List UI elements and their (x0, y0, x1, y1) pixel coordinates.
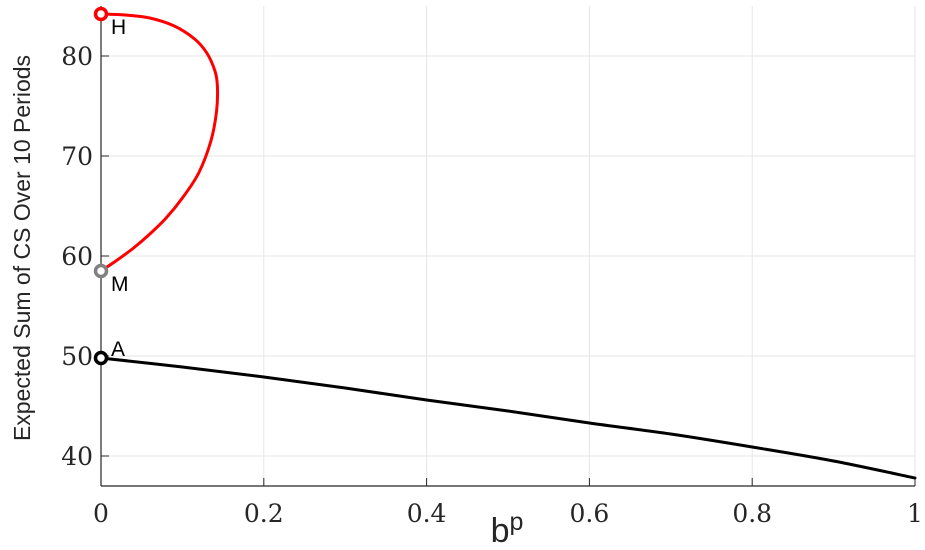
x-tick-label: 1 (907, 499, 923, 528)
point-m-label: M (111, 273, 129, 296)
x-axis-label-superscript: p (510, 508, 524, 536)
y-tick-label: 60 (61, 242, 93, 271)
x-tick-label: 0.8 (732, 499, 772, 528)
point-h-label: H (111, 16, 126, 39)
x-tick-label: 0.6 (570, 499, 610, 528)
axes (100, 6, 916, 487)
x-tick-label: 0 (93, 499, 109, 528)
series-line-2 (99, 356, 917, 480)
y-tick-label: 50 (61, 342, 93, 371)
y-axis-label: Expected Sum of CS Over 10 Periods (9, 55, 35, 441)
point-a-label: A (111, 338, 125, 361)
x-axis-label-base: b (491, 512, 510, 550)
x-tick-label: 0.2 (244, 499, 284, 528)
point-a-marker (93, 350, 109, 366)
point-m-marker (93, 263, 109, 279)
y-tick-label: 80 (61, 42, 93, 71)
point-h-marker (93, 6, 109, 22)
x-tick-label: 0.4 (407, 499, 447, 528)
y-tick-label: 70 (61, 142, 93, 171)
series-line-1 (99, 12, 220, 273)
series-lines (99, 12, 917, 480)
y-tick-label: 40 (61, 442, 93, 471)
grid-lines (100, 6, 916, 486)
x-axis-label: bp (491, 508, 524, 550)
tick-labels: 0 0.2 0.4 0.6 0.8 1 40 50 60 70 80 (61, 42, 923, 528)
point-markers: H M A (93, 6, 129, 366)
